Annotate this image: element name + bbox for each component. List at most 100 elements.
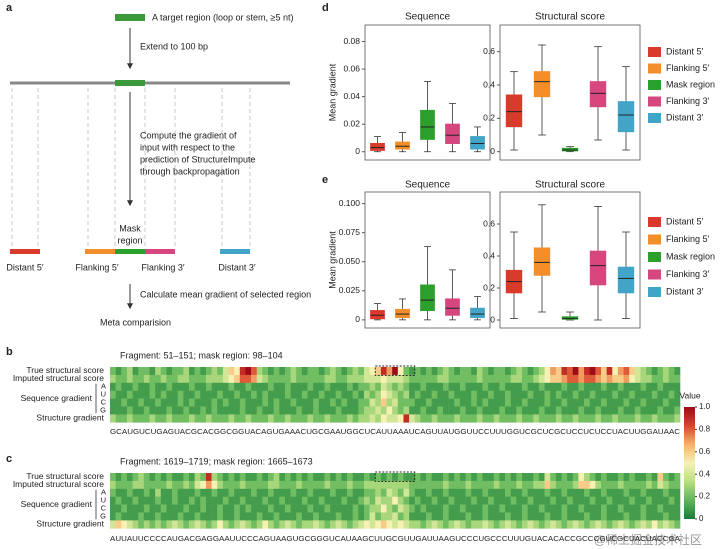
heat-cell <box>228 390 235 399</box>
heat-cell <box>538 374 545 384</box>
heat-cell <box>284 406 291 415</box>
heat-cell <box>668 374 675 384</box>
row-label: A <box>101 488 106 497</box>
heat-cell <box>245 473 252 482</box>
heat-cell <box>200 512 207 521</box>
heat-cell <box>510 382 517 391</box>
heat-cell <box>324 496 331 505</box>
heat-cell <box>663 496 670 505</box>
heat-cell <box>290 406 297 415</box>
heat-cell <box>572 398 579 407</box>
heat-cell <box>330 374 337 384</box>
heat-cell <box>245 504 252 513</box>
heat-cell <box>663 520 670 529</box>
heat-cell <box>442 488 449 497</box>
box <box>617 266 635 294</box>
heat-cell <box>544 382 551 391</box>
heat-cell <box>121 512 128 521</box>
sequence: AUUAUUCCCCAUGACGAGGAAUUCCCAGUAAGUGCGGGUC… <box>110 534 680 543</box>
heat-cell <box>634 496 641 505</box>
heat-cell <box>177 414 184 423</box>
heat-cell <box>352 382 359 391</box>
heat-cell <box>194 382 201 391</box>
region-label: Flanking 5′ <box>75 262 119 272</box>
heat-cell <box>160 488 167 497</box>
heat-cell <box>239 382 246 391</box>
heat-cell <box>623 488 630 497</box>
heat-cell <box>369 512 376 521</box>
heat-cell <box>606 520 613 529</box>
heat-cell <box>200 406 207 415</box>
heat-cell <box>420 473 427 482</box>
heat-cell <box>454 488 461 497</box>
heat-cell <box>420 504 427 513</box>
heat-cell <box>268 382 274 391</box>
heat-cell <box>369 488 376 497</box>
heat-cell <box>290 488 297 497</box>
heat-cell <box>245 390 252 399</box>
heat-cell <box>205 406 212 415</box>
heat-cell <box>132 473 139 482</box>
heat-cell <box>313 512 320 521</box>
heat-cell <box>318 367 325 376</box>
heat-cell <box>341 512 348 521</box>
heat-cell <box>256 496 263 505</box>
heat-cell <box>629 496 636 505</box>
heat-cell <box>527 382 534 391</box>
heat-cell <box>414 390 421 399</box>
heat-cell <box>143 473 150 482</box>
heat-cell <box>380 414 387 423</box>
heat-cell <box>115 473 122 482</box>
heat-cell <box>533 488 540 497</box>
heat-cell <box>155 414 162 423</box>
heat-cell <box>651 504 658 513</box>
region-label: Distant 3′ <box>218 262 256 272</box>
heat-cell <box>205 504 212 513</box>
heat-cell <box>126 382 133 391</box>
heat-cell <box>251 390 258 399</box>
heat-cell <box>115 512 122 521</box>
heat-cell <box>375 374 382 384</box>
heat-cell <box>273 414 280 423</box>
text-line: through backpropagation <box>140 166 240 176</box>
heat-cell <box>505 496 511 505</box>
heat-cell <box>386 496 393 505</box>
heat-cell <box>623 367 630 376</box>
heat-cell <box>160 512 167 521</box>
heat-cell <box>363 520 370 529</box>
heat-cell <box>369 496 376 505</box>
heat-cell <box>471 520 478 529</box>
heat-cell <box>606 374 613 384</box>
heat-cell <box>533 512 540 521</box>
heat-cell <box>606 414 613 423</box>
heat-cell <box>567 406 574 415</box>
heat-cell <box>420 367 427 376</box>
heat-cell <box>222 512 229 521</box>
heat-cell <box>313 480 320 490</box>
heat-cell <box>499 480 506 490</box>
heat-cell <box>307 382 314 391</box>
heat-cell <box>448 480 455 490</box>
heat-cell <box>476 520 483 529</box>
heat-cell <box>589 398 596 407</box>
compute-text: Compute the gradient of input with respe… <box>140 130 256 176</box>
heat-cell <box>657 406 664 415</box>
heat-cell <box>448 504 455 513</box>
watermark: @稀土掘金技术社区 <box>594 532 702 547</box>
heat-cell <box>279 512 286 521</box>
heat-cell <box>651 480 658 490</box>
heat-cell <box>459 488 466 497</box>
heat-cell <box>262 504 269 513</box>
heat-cell <box>426 473 432 482</box>
heat-cell <box>533 504 540 513</box>
heat-cell <box>307 496 314 505</box>
subplot-title: Sequence <box>405 12 450 23</box>
legend-swatch <box>648 63 661 74</box>
heat-cell <box>126 374 133 384</box>
heat-cell <box>623 504 630 513</box>
heat-cell <box>403 488 410 497</box>
heat-cell <box>578 520 585 529</box>
heat-cell <box>279 406 286 415</box>
heat-cell <box>335 406 342 415</box>
heat-cell <box>634 382 641 391</box>
